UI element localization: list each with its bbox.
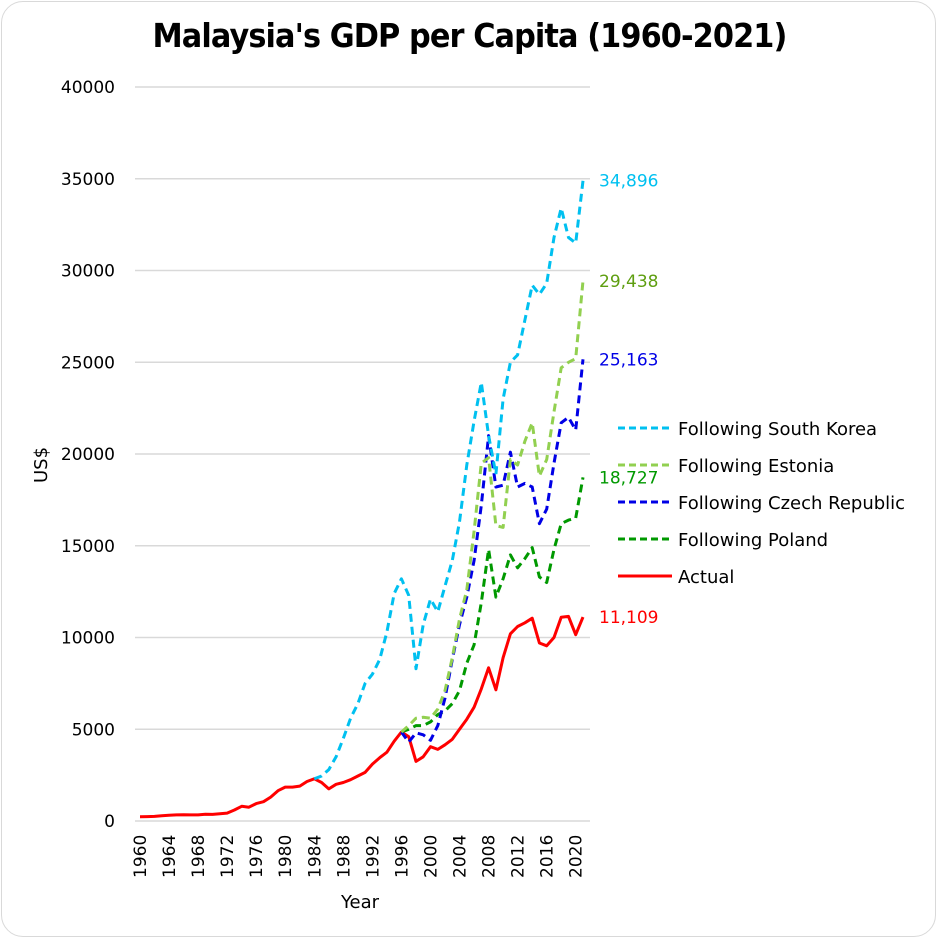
y-tick-label: 10000 [61,629,115,649]
x-tick-label: 1960 [131,835,151,878]
chart-title: Malaysia's GDP per Capita (1960-2021) [152,16,788,55]
legend-label: Actual [678,567,734,588]
y-tick-label: 40000 [61,78,115,98]
y-axis-ticks: 0 5000 10000 15000 20000 25000 30000 35000 40000 [61,78,115,832]
end-value-label: 34,896 [599,172,658,192]
x-tick-label: 2008 [480,835,500,878]
legend: Following South Korea Following Estonia Fo… [618,419,905,588]
end-value-label: 29,438 [599,272,658,292]
series-line-following-estonia [400,280,585,734]
gridlines [135,86,590,822]
series-lines [139,180,585,819]
x-tick-label: 2004 [451,835,471,878]
end-value-label: 25,163 [599,350,658,370]
x-axis-label: Year [340,892,380,913]
y-tick-label: 20000 [61,445,115,465]
series-line-actual [139,614,585,819]
y-tick-label: 25000 [61,353,115,373]
legend-label: Following Czech Republic [678,493,905,514]
y-tick-label: 15000 [61,537,115,557]
x-tick-label: 2012 [509,835,529,878]
y-tick-label: 35000 [61,170,115,190]
legend-label: Following South Korea [678,419,877,440]
x-tick-label: 1964 [160,835,180,878]
legend-item: Following Estonia [618,456,834,477]
x-tick-label: 1992 [363,835,383,878]
x-tick-label: 1980 [276,835,296,878]
x-tick-label: 1984 [305,835,325,878]
x-tick-label: 2016 [538,835,558,878]
legend-item: Actual [618,567,734,588]
x-tick-label: 1976 [247,835,267,878]
y-tick-label: 30000 [61,262,115,282]
series-line-following-poland [400,477,585,734]
end-value-label: 18,727 [599,468,658,488]
legend-label: Following Estonia [678,456,834,477]
y-tick-label: 0 [104,812,115,832]
legend-label: Following Poland [678,530,828,551]
x-tick-label: 1968 [189,835,209,878]
x-tick-label: 2020 [567,835,587,878]
end-value-labels: 34,896 29,438 25,163 18,727 11,109 [599,172,658,628]
x-tick-label: 1996 [392,835,412,878]
x-tick-label: 1988 [334,835,354,878]
legend-item: Following South Korea [618,419,877,440]
y-axis-label: US$ [31,447,52,483]
y-tick-label: 5000 [72,720,115,740]
legend-item: Following Czech Republic [618,493,905,514]
end-value-label: 11,109 [599,608,658,628]
series-line-following-czech-republic [400,359,585,744]
series-line-following-south-korea [313,180,585,781]
legend-item: Following Poland [618,530,828,551]
x-tick-label: 1972 [218,835,238,878]
x-axis-ticks: 1960 1964 1968 1972 1976 1980 1984 1988 1992 1996… [131,835,587,878]
x-tick-label: 2000 [421,835,441,878]
